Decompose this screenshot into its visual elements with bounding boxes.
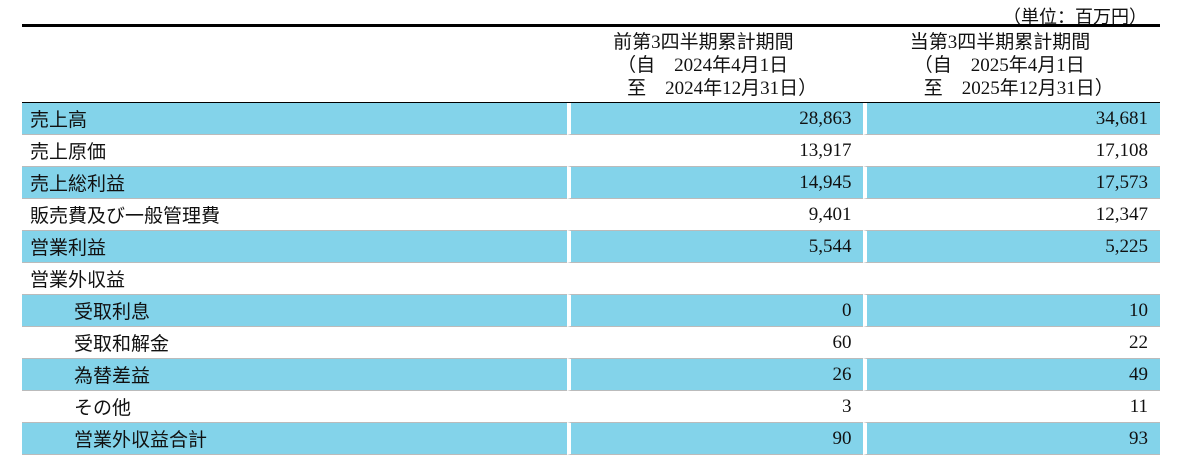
column-header: 前第3四半期累計期間 （自 2024年4月1日 至 2024年12月31日） <box>566 24 864 103</box>
row-value: 0 <box>566 295 864 327</box>
table-row: 売上総利益 14,945 17,573 <box>22 167 1160 199</box>
row-value: 93 <box>863 423 1160 455</box>
row-value <box>863 263 1160 295</box>
row-value: 5,225 <box>863 231 1160 263</box>
row-value: 34,681 <box>863 103 1160 135</box>
row-label: 営業外収益合計 <box>22 423 567 455</box>
column-title: 当第3四半期累計期間 <box>909 32 1091 53</box>
row-value: 17,573 <box>863 167 1160 199</box>
header-blank <box>22 24 567 103</box>
row-value: 60 <box>566 327 864 359</box>
income-table: 前第3四半期累計期間 （自 2024年4月1日 至 2024年12月31日） 当… <box>22 24 1160 455</box>
row-label: 受取利息 <box>22 295 567 327</box>
unit-label: （単位：百万円） <box>1003 7 1147 27</box>
row-value: 13,917 <box>566 135 864 167</box>
row-label: 営業利益 <box>22 231 567 263</box>
table-row: 営業外収益合計 90 93 <box>22 423 1160 455</box>
row-label: 売上高 <box>22 103 567 135</box>
row-value: 14,945 <box>566 167 864 199</box>
header-row: 前第3四半期累計期間 （自 2024年4月1日 至 2024年12月31日） 当… <box>22 24 1160 103</box>
table-row: 販売費及び一般管理費 9,401 12,347 <box>22 199 1160 231</box>
table-row: 為替差益 26 49 <box>22 359 1160 391</box>
table-row: 売上高 28,863 34,681 <box>22 103 1160 135</box>
column-header: 当第3四半期累計期間 （自 2025年4月1日 至 2025年12月31日） <box>863 24 1160 103</box>
row-value <box>566 263 864 295</box>
row-value: 3 <box>566 391 864 423</box>
column-title: 前第3四半期累計期間 <box>613 32 794 53</box>
column-period: 至 2024年12月31日） <box>627 78 818 99</box>
row-value: 26 <box>566 359 864 391</box>
row-label: 売上原価 <box>22 135 567 167</box>
row-value: 17,108 <box>863 135 1160 167</box>
column-period: 至 2025年12月31日） <box>923 78 1114 99</box>
row-label: 営業外収益 <box>22 263 567 295</box>
row-value: 10 <box>863 295 1160 327</box>
table-row: 受取利息 0 10 <box>22 295 1160 327</box>
row-label: 為替差益 <box>22 359 567 391</box>
table-row: その他 3 11 <box>22 391 1160 423</box>
row-value: 5,544 <box>566 231 864 263</box>
row-value: 49 <box>863 359 1160 391</box>
table-row: 営業利益 5,544 5,225 <box>22 231 1160 263</box>
row-value: 22 <box>863 327 1160 359</box>
table-row: 売上原価 13,917 17,108 <box>22 135 1160 167</box>
column-period: （自 2024年4月1日 <box>617 55 789 76</box>
table-body: 売上高 28,863 34,681 売上原価 13,917 17,108 売上総利益 14,9… <box>22 103 1160 455</box>
row-value: 12,347 <box>863 199 1160 231</box>
column-period: （自 2025年4月1日 <box>913 55 1085 76</box>
row-value: 90 <box>566 423 864 455</box>
row-value: 28,863 <box>566 103 864 135</box>
row-value: 11 <box>863 391 1160 423</box>
row-label: 売上総利益 <box>22 167 567 199</box>
row-label: 受取和解金 <box>22 327 567 359</box>
table-row: 受取和解金 60 22 <box>22 327 1160 359</box>
row-value: 9,401 <box>566 199 864 231</box>
row-label: その他 <box>22 391 567 423</box>
row-label: 販売費及び一般管理費 <box>22 199 567 231</box>
table-row: 営業外収益 <box>22 263 1160 295</box>
